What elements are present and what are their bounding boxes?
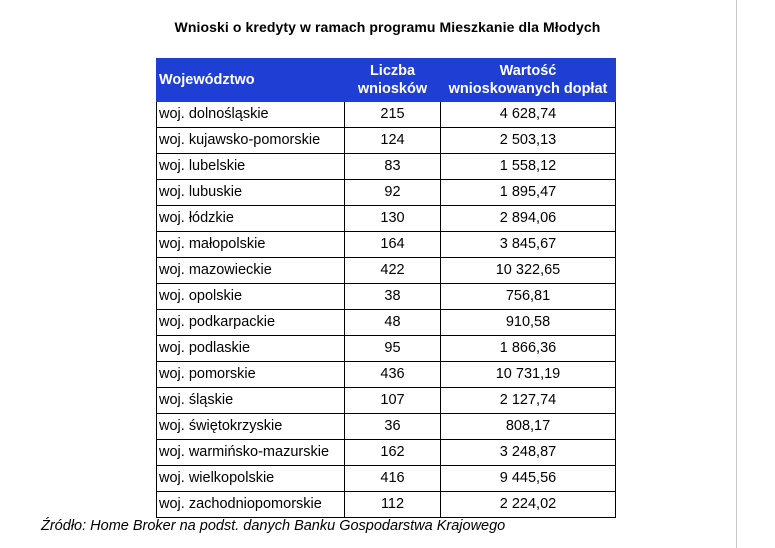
column-header-count-line1: Liczba bbox=[369, 63, 416, 79]
data-table: Województwo Liczba wniosków Wartość wnio… bbox=[156, 58, 616, 518]
cell-region: woj. podkarpackie bbox=[156, 309, 345, 336]
table-row: woj. zachodniopomorskie 112 2 224,02 bbox=[156, 491, 616, 518]
cell-region: woj. małopolskie bbox=[156, 231, 345, 258]
column-header-value-line2: wnioskowanych dopłat bbox=[448, 81, 608, 97]
cell-value: 808,17 bbox=[440, 413, 616, 440]
cell-region: woj. zachodniopomorskie bbox=[156, 491, 345, 518]
cell-region: woj. świętokrzyskie bbox=[156, 413, 345, 440]
cell-value: 10 731,19 bbox=[440, 361, 616, 388]
table-row: woj. łódzkie 130 2 894,06 bbox=[156, 205, 616, 232]
column-header-region-label: Województwo bbox=[159, 72, 255, 88]
table-row: woj. mazowieckie 422 10 322,65 bbox=[156, 257, 616, 284]
cell-count: 48 bbox=[344, 309, 441, 336]
table-body: woj. dolnośląskie 215 4 628,74 woj. kujawsk… bbox=[156, 101, 616, 518]
cell-count: 36 bbox=[344, 413, 441, 440]
cell-value: 1 866,36 bbox=[440, 335, 616, 362]
column-header-count: Liczba wniosków bbox=[344, 58, 441, 102]
table-row: woj. lubuskie 92 1 895,47 bbox=[156, 179, 616, 206]
cell-region: woj. podlaskie bbox=[156, 335, 345, 362]
table-row: woj. świętokrzyskie 36 808,17 bbox=[156, 413, 616, 440]
cell-count: 38 bbox=[344, 283, 441, 310]
table-row: woj. podlaskie 95 1 866,36 bbox=[156, 335, 616, 362]
cell-region: woj. pomorskie bbox=[156, 361, 345, 388]
cell-count: 107 bbox=[344, 387, 441, 414]
cell-value: 2 224,02 bbox=[440, 491, 616, 518]
cell-value: 3 248,87 bbox=[440, 439, 616, 466]
source-note: Źródło: Home Broker na podst. danych Ban… bbox=[41, 518, 506, 534]
cell-count: 416 bbox=[344, 465, 441, 492]
cell-count: 83 bbox=[344, 153, 441, 180]
cell-value: 4 628,74 bbox=[440, 101, 616, 128]
table-row: woj. warmińsko-mazurskie 162 3 248,87 bbox=[156, 439, 616, 466]
cell-value: 2 894,06 bbox=[440, 205, 616, 232]
cell-region: woj. mazowieckie bbox=[156, 257, 345, 284]
cell-value: 3 845,67 bbox=[440, 231, 616, 258]
cell-count: 436 bbox=[344, 361, 441, 388]
cell-region: woj. łódzkie bbox=[156, 205, 345, 232]
cell-count: 92 bbox=[344, 179, 441, 206]
cell-value: 910,58 bbox=[440, 309, 616, 336]
table-row: woj. śląskie 107 2 127,74 bbox=[156, 387, 616, 414]
column-header-count-line2: wniosków bbox=[357, 81, 428, 97]
cell-region: woj. dolnośląskie bbox=[156, 101, 345, 128]
cell-region: woj. wielkopolskie bbox=[156, 465, 345, 492]
cell-region: woj. lubelskie bbox=[156, 153, 345, 180]
cell-region: woj. opolskie bbox=[156, 283, 345, 310]
table-row: woj. podkarpackie 48 910,58 bbox=[156, 309, 616, 336]
cell-value: 2 127,74 bbox=[440, 387, 616, 414]
cell-region: woj. śląskie bbox=[156, 387, 345, 414]
cell-value: 1 558,12 bbox=[440, 153, 616, 180]
cell-region: woj. warmińsko-mazurskie bbox=[156, 439, 345, 466]
cell-value: 756,81 bbox=[440, 283, 616, 310]
cell-count: 112 bbox=[344, 491, 441, 518]
table-row: woj. opolskie 38 756,81 bbox=[156, 283, 616, 310]
cell-count: 215 bbox=[344, 101, 441, 128]
cell-value: 9 445,56 bbox=[440, 465, 616, 492]
cell-value: 2 503,13 bbox=[440, 127, 616, 154]
cell-count: 95 bbox=[344, 335, 441, 362]
column-header-region: Województwo bbox=[156, 58, 345, 102]
cell-count: 422 bbox=[344, 257, 441, 284]
table-row: woj. pomorskie 436 10 731,19 bbox=[156, 361, 616, 388]
cell-count: 164 bbox=[344, 231, 441, 258]
table-title: Wnioski o kredyty w ramach programu Mies… bbox=[174, 19, 601, 35]
column-header-value: Wartość wnioskowanych dopłat bbox=[440, 58, 616, 102]
cell-count: 124 bbox=[344, 127, 441, 154]
table-row: woj. wielkopolskie 416 9 445,56 bbox=[156, 465, 616, 492]
table-row: woj. małopolskie 164 3 845,67 bbox=[156, 231, 616, 258]
table-header: Województwo Liczba wniosków Wartość wnio… bbox=[156, 58, 616, 102]
table-row: woj. lubelskie 83 1 558,12 bbox=[156, 153, 616, 180]
page-edge-divider bbox=[736, 0, 737, 548]
cell-value: 10 322,65 bbox=[440, 257, 616, 284]
table-row: woj. dolnośląskie 215 4 628,74 bbox=[156, 101, 616, 128]
cell-count: 162 bbox=[344, 439, 441, 466]
cell-region: woj. kujawsko-pomorskie bbox=[156, 127, 345, 154]
cell-value: 1 895,47 bbox=[440, 179, 616, 206]
cell-region: woj. lubuskie bbox=[156, 179, 345, 206]
cell-count: 130 bbox=[344, 205, 441, 232]
table-row: woj. kujawsko-pomorskie 124 2 503,13 bbox=[156, 127, 616, 154]
column-header-value-line1: Wartość bbox=[499, 63, 557, 79]
header-row: Województwo Liczba wniosków Wartość wnio… bbox=[156, 58, 616, 102]
